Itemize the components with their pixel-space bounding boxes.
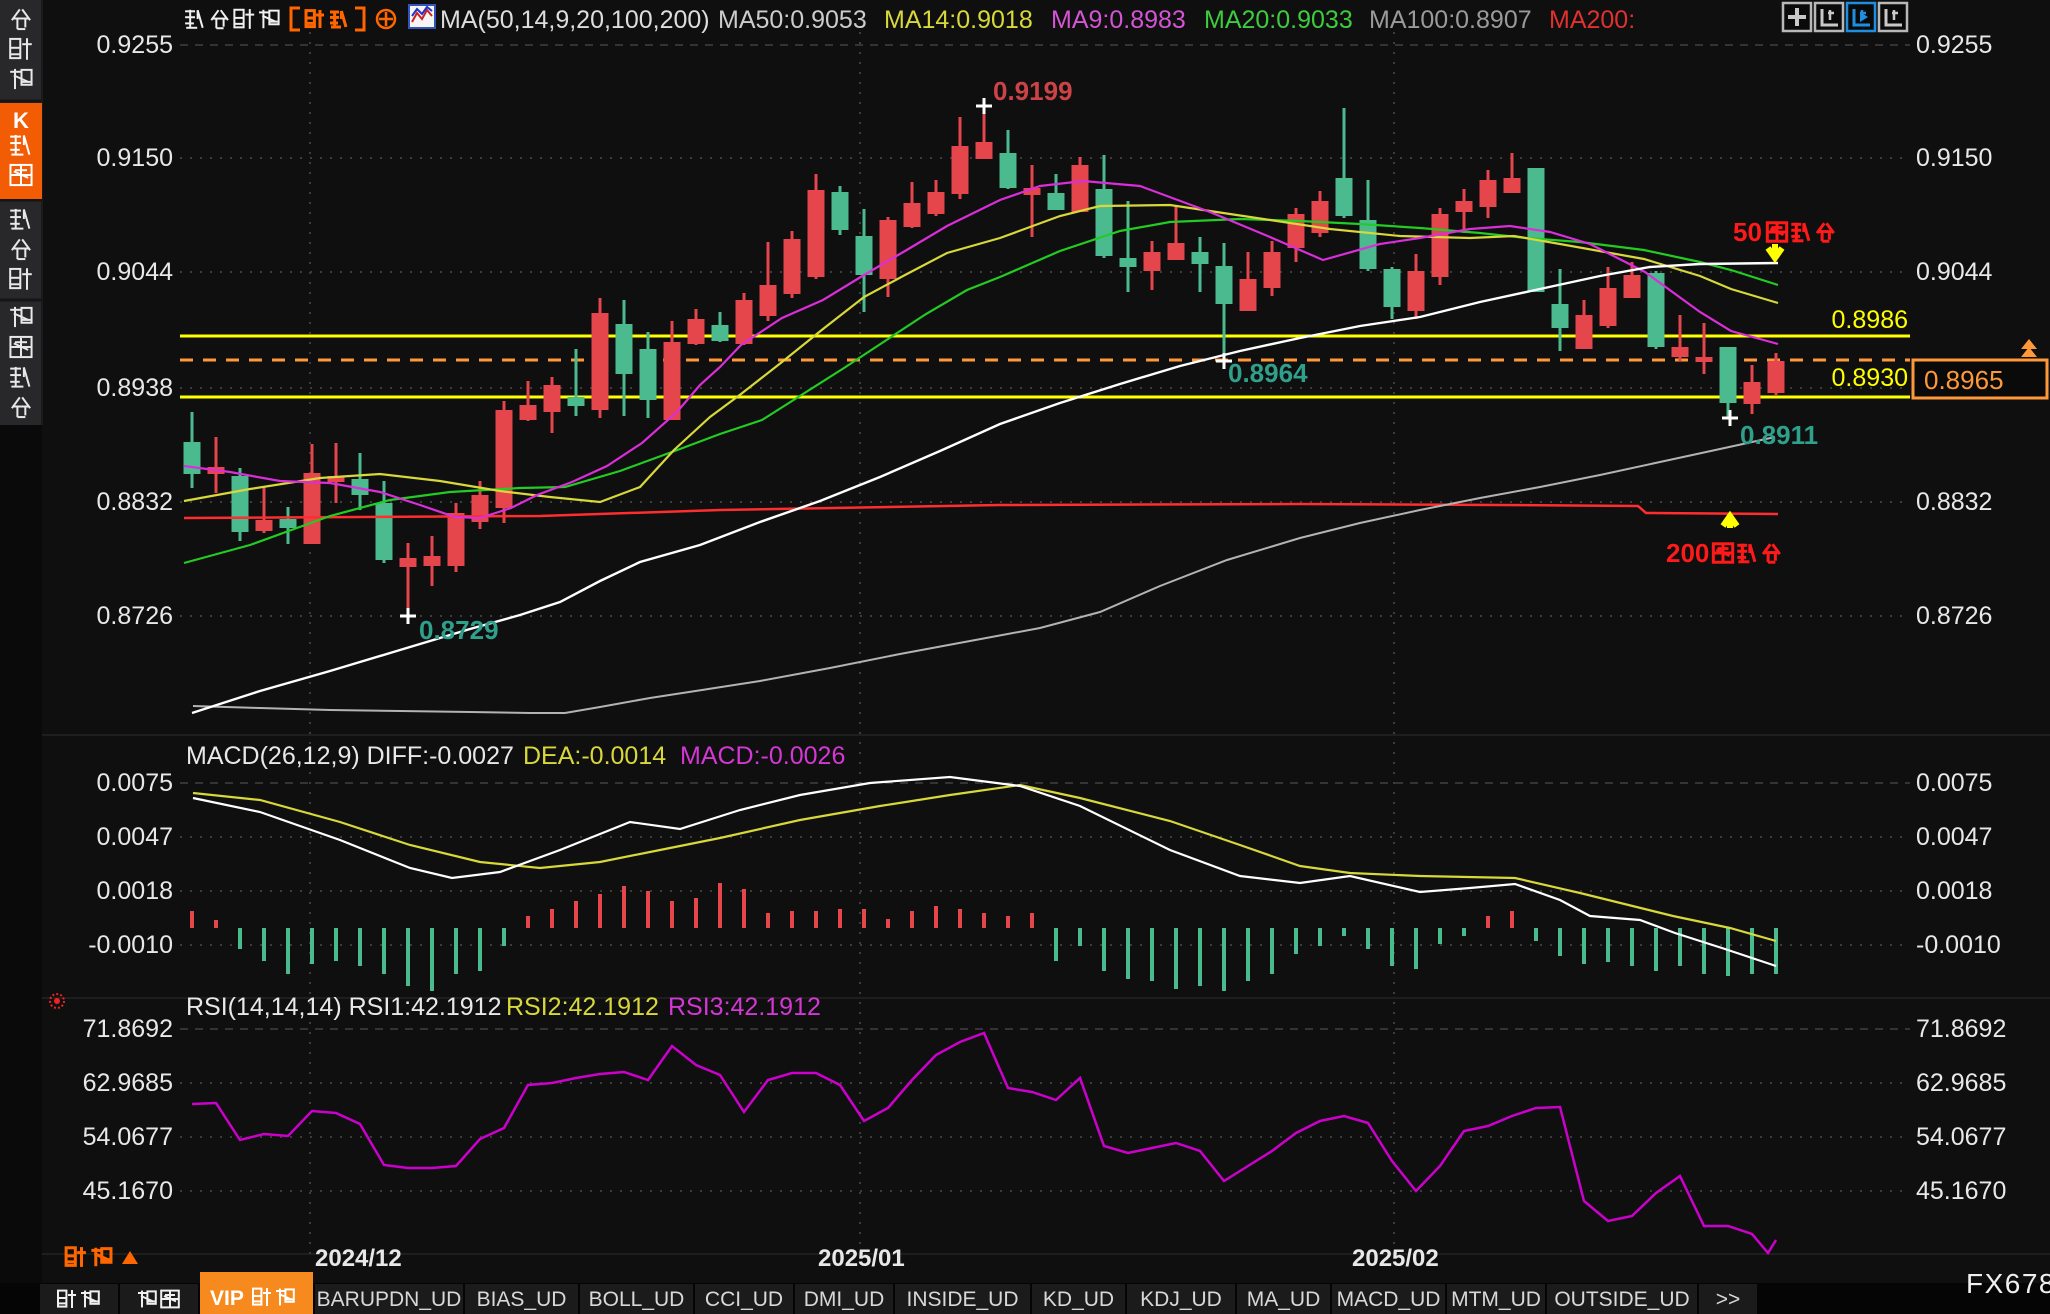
svg-text:0.9150: 0.9150 (97, 144, 173, 172)
svg-text:MACD(26,12,9) DIFF:-0.0027: MACD(26,12,9) DIFF:-0.0027 (186, 742, 514, 770)
svg-text:0.0047: 0.0047 (1916, 823, 1992, 851)
svg-text:0.0075: 0.0075 (1916, 769, 1992, 797)
svg-text:0.9255: 0.9255 (1916, 31, 1992, 59)
svg-text:MA9:0.8983: MA9:0.8983 (1051, 6, 1186, 34)
svg-text:MA50:0.9053: MA50:0.9053 (718, 6, 867, 34)
svg-text:BOLL_UD: BOLL_UD (589, 1288, 685, 1311)
svg-text:BARUPDN_UD: BARUPDN_UD (317, 1288, 462, 1311)
svg-text:MA200:: MA200: (1549, 6, 1635, 34)
svg-text:0.8911: 0.8911 (1740, 420, 1818, 450)
svg-text:0.9255: 0.9255 (97, 31, 173, 59)
svg-text:0.9044: 0.9044 (97, 258, 174, 286)
svg-text:0.8938: 0.8938 (97, 374, 173, 402)
svg-text:0.8986: 0.8986 (1832, 306, 1908, 334)
svg-text:K: K (13, 108, 29, 133)
svg-text:-0.0010: -0.0010 (1916, 931, 2001, 959)
svg-text:MACD_UD: MACD_UD (1337, 1288, 1441, 1311)
svg-text:62.9685: 62.9685 (83, 1069, 173, 1097)
svg-text:62.9685: 62.9685 (1916, 1069, 2006, 1097)
svg-text:0.0018: 0.0018 (97, 877, 173, 905)
svg-text:0.8832: 0.8832 (1916, 488, 1992, 516)
svg-text:DMI_UD: DMI_UD (804, 1288, 885, 1311)
svg-text:-0.0010: -0.0010 (88, 931, 173, 959)
svg-text:71.8692: 71.8692 (83, 1015, 173, 1043)
svg-text:0.8832: 0.8832 (97, 488, 173, 516)
svg-text:INSIDE_UD: INSIDE_UD (906, 1288, 1018, 1311)
svg-text:RSI2:42.1912: RSI2:42.1912 (506, 993, 659, 1021)
svg-text:0.9199: 0.9199 (993, 76, 1073, 106)
svg-text:MTM_UD: MTM_UD (1451, 1288, 1541, 1311)
svg-text:MA14:0.9018: MA14:0.9018 (884, 6, 1033, 34)
svg-text:0.0047: 0.0047 (97, 823, 173, 851)
svg-text:KD_UD: KD_UD (1043, 1288, 1114, 1311)
svg-text:0.0075: 0.0075 (97, 769, 173, 797)
svg-text:2024/12: 2024/12 (315, 1245, 402, 1272)
svg-text:MA(50,14,9,20,100,200): MA(50,14,9,20,100,200) (440, 6, 710, 34)
svg-text:BIAS_UD: BIAS_UD (477, 1288, 567, 1311)
svg-text:RSI(14,14,14) RSI1:42.1912: RSI(14,14,14) RSI1:42.1912 (186, 993, 501, 1021)
svg-text:0.9044: 0.9044 (1916, 258, 1993, 286)
svg-text:MA20:0.9033: MA20:0.9033 (1204, 6, 1353, 34)
svg-text:FX678: FX678 (1966, 1268, 2050, 1299)
svg-text:OUTSIDE_UD: OUTSIDE_UD (1554, 1288, 1689, 1311)
svg-text:0.8729: 0.8729 (419, 615, 499, 645)
svg-text:VIP: VIP (210, 1287, 244, 1310)
svg-text:DEA:-0.0014: DEA:-0.0014 (523, 742, 666, 770)
svg-text:71.8692: 71.8692 (1916, 1015, 2006, 1043)
svg-text:45.1670: 45.1670 (1916, 1177, 2006, 1205)
svg-text:50: 50 (1733, 217, 1762, 247)
svg-text:54.0677: 54.0677 (83, 1123, 173, 1151)
svg-text:0.8726: 0.8726 (97, 602, 173, 630)
svg-text:0.8726: 0.8726 (1916, 602, 1992, 630)
svg-text:54.0677: 54.0677 (1916, 1123, 2006, 1151)
svg-text:MACD:-0.0026: MACD:-0.0026 (680, 742, 845, 770)
svg-text:200: 200 (1666, 538, 1709, 568)
svg-text:45.1670: 45.1670 (83, 1177, 173, 1205)
svg-text:0.8930: 0.8930 (1832, 364, 1908, 392)
svg-text:MA_UD: MA_UD (1247, 1288, 1321, 1311)
svg-text:KDJ_UD: KDJ_UD (1140, 1288, 1222, 1311)
svg-text:2025/01: 2025/01 (818, 1245, 905, 1272)
svg-text:0.8964: 0.8964 (1228, 358, 1308, 388)
svg-text:0.0018: 0.0018 (1916, 877, 1992, 905)
svg-text:0.9150: 0.9150 (1916, 144, 1992, 172)
svg-text:>>: >> (1716, 1288, 1741, 1311)
svg-text:2025/02: 2025/02 (1352, 1245, 1439, 1272)
svg-text:RSI3:42.1912: RSI3:42.1912 (668, 993, 821, 1021)
svg-text:CCI_UD: CCI_UD (705, 1288, 783, 1311)
svg-text:0.8965: 0.8965 (1924, 365, 2004, 395)
svg-text:MA100:0.8907: MA100:0.8907 (1369, 6, 1532, 34)
